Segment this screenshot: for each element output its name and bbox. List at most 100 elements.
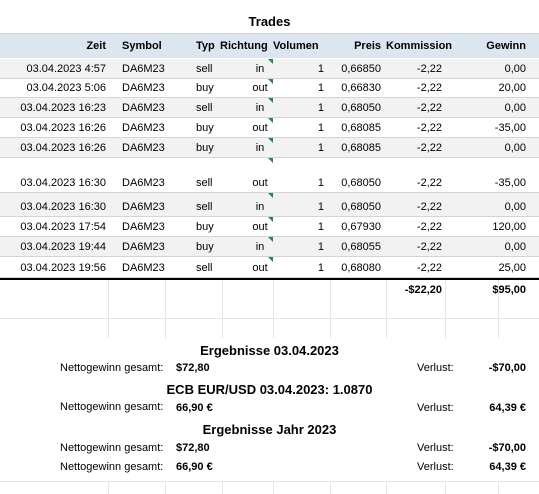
cell-symbol: DA6M23: [122, 82, 165, 94]
netto-ecb-label: Nettogewinn gesamt:: [60, 401, 164, 413]
cell-zeit: 03.04.2023 16:23: [20, 102, 106, 114]
cell-typ: sell: [196, 177, 213, 189]
cell-richtung: out: [252, 82, 268, 94]
col-header-kommission[interactable]: Kommission: [386, 40, 453, 52]
cell-richtung: out: [252, 177, 268, 189]
grid-line: [273, 481, 274, 494]
cell-gewinn: 0,00: [504, 201, 526, 213]
cell-volumen: 1: [317, 201, 324, 213]
col-header-volumen[interactable]: Volumen: [273, 40, 319, 52]
table-row[interactable]: 03.04.2023 16:23 DA6M23 sell in 1 0,68050 -2,2…: [0, 98, 539, 118]
cell-typ: buy: [196, 82, 214, 94]
table-row[interactable]: 03.04.2023 19:56 DA6M23 sell out 1 0,68080 -2,…: [0, 257, 539, 278]
cell-richtung: out: [252, 122, 268, 134]
total-gewinn: $95,00: [492, 284, 526, 296]
cell-gewinn: -35,00: [494, 122, 526, 134]
cell-preis: 0,68085: [341, 122, 381, 134]
cell-volumen: 1: [317, 142, 324, 154]
netto-year-usd-label: Nettogewinn gesamt:: [60, 442, 164, 454]
grid-line: [108, 481, 109, 494]
cell-kommission: -2,22: [416, 262, 442, 274]
table-row[interactable]: 03.04.2023 17:54 DA6M23 buy out 1 0,67930 -2,2…: [0, 217, 539, 237]
verlust-ecb-value: 64,39 €: [489, 402, 526, 414]
cell-richtung: out: [252, 262, 268, 274]
cell-preis: 0,68055: [341, 241, 381, 253]
verlust-year-usd-label: Verlust:: [417, 442, 454, 454]
ecb-title: ECB EUR/USD 03.04.2023: 1.0870: [166, 382, 373, 397]
cell-typ: sell: [196, 262, 213, 274]
cell-zeit: 03.04.2023 19:56: [20, 262, 106, 274]
grid-line: [165, 481, 166, 494]
cell-symbol: DA6M23: [122, 201, 165, 213]
cell-richtung: out: [252, 221, 268, 233]
cell-gewinn: 0,00: [504, 63, 526, 75]
table-row[interactable]: 03.04.2023 5:06 DA6M23 buy out 1 0,66830 -2,22…: [0, 79, 539, 98]
cell-typ: sell: [196, 201, 213, 213]
grid-line: [330, 280, 331, 338]
grid-line: [445, 481, 446, 494]
grid-line: [498, 481, 499, 494]
grid-line: [445, 280, 446, 338]
netto-ecb-value: 66,90 €: [176, 402, 213, 414]
ergebnisse-day-title: Ergebnisse 03.04.2023: [200, 343, 339, 358]
cell-symbol: DA6M23: [122, 63, 165, 75]
table-row[interactable]: 03.04.2023 19:44 DA6M23 buy in 1 0,68055 -2,22…: [0, 237, 539, 257]
cell-symbol: DA6M23: [122, 262, 165, 274]
table-row[interactable]: 03.04.2023 16:26 DA6M23 buy out 1 0,68085 -2,2…: [0, 118, 539, 138]
cell-richtung: in: [255, 142, 265, 154]
col-header-gewinn[interactable]: Gewinn: [486, 40, 526, 52]
col-header-preis[interactable]: Preis: [354, 40, 381, 52]
cell-kommission: -2,22: [416, 63, 442, 75]
cell-symbol: DA6M23: [122, 177, 165, 189]
table-row[interactable]: 03.04.2023 16:26 DA6M23 buy in 1 0,68085 -2,22…: [0, 138, 539, 158]
grid-line: [165, 280, 166, 338]
table-row[interactable]: 03.04.2023 4:57 DA6M23 sell in 1 0,66850 -2,22…: [0, 59, 539, 79]
table-row[interactable]: 03.04.2023 16:30 DA6M23 sell in 1 0,68050 -2,2…: [0, 193, 539, 217]
total-kommission: -$22,20: [404, 284, 442, 296]
cell-typ: sell: [196, 63, 213, 75]
cell-gewinn: 0,00: [504, 241, 526, 253]
netto-year-eur-label: Nettogewinn gesamt:: [60, 461, 164, 473]
grid-line: [273, 280, 274, 338]
cell-kommission: -2,22: [416, 177, 442, 189]
cell-kommission: -2,22: [416, 102, 442, 114]
col-header-symbol[interactable]: Symbol: [122, 40, 162, 52]
grid-line: [108, 280, 109, 338]
cell-volumen: 1: [317, 63, 324, 75]
cell-zeit: 03.04.2023 17:54: [20, 221, 106, 233]
cell-volumen: 1: [317, 241, 324, 253]
netto-year-eur-value: 66,90 €: [176, 461, 213, 473]
cell-kommission: -2,22: [416, 142, 442, 154]
cell-zeit: 03.04.2023 5:06: [26, 82, 106, 94]
grid-line: [386, 481, 387, 494]
cell-volumen: 1: [317, 82, 324, 94]
cell-preis: 0,68050: [341, 201, 381, 213]
verlust-year-eur-value: 64,39 €: [489, 461, 526, 473]
cell-gewinn: 0,00: [504, 142, 526, 154]
totals-divider: [0, 278, 539, 280]
cell-typ: buy: [196, 241, 214, 253]
col-header-richtung[interactable]: Richtung: [220, 40, 268, 52]
cell-typ: buy: [196, 221, 214, 233]
table-row[interactable]: 03.04.2023 16:30 DA6M23 sell out 1 0,68050 -2,…: [0, 158, 539, 193]
comment-marker-icon: [268, 237, 273, 242]
cell-preis: 0,68050: [341, 102, 381, 114]
col-header-zeit[interactable]: Zeit: [86, 40, 106, 52]
cell-typ: buy: [196, 142, 214, 154]
cell-kommission: -2,22: [416, 122, 442, 134]
cell-kommission: -2,22: [416, 201, 442, 213]
grid-line: [498, 280, 499, 338]
cell-volumen: 1: [317, 262, 324, 274]
comment-marker-icon: [268, 79, 273, 84]
cell-richtung: in: [255, 201, 265, 213]
cell-zeit: 03.04.2023 16:26: [20, 142, 106, 154]
cell-volumen: 1: [317, 221, 324, 233]
cell-richtung: in: [255, 241, 265, 253]
trades-title: Trades: [248, 14, 291, 29]
comment-marker-icon: [268, 257, 273, 262]
grid-line: [222, 481, 223, 494]
col-header-typ[interactable]: Typ: [196, 40, 215, 52]
cell-zeit: 03.04.2023 16:30: [20, 201, 106, 213]
comment-marker-icon: [268, 158, 273, 163]
verlust-year-eur-label: Verlust:: [417, 461, 454, 473]
